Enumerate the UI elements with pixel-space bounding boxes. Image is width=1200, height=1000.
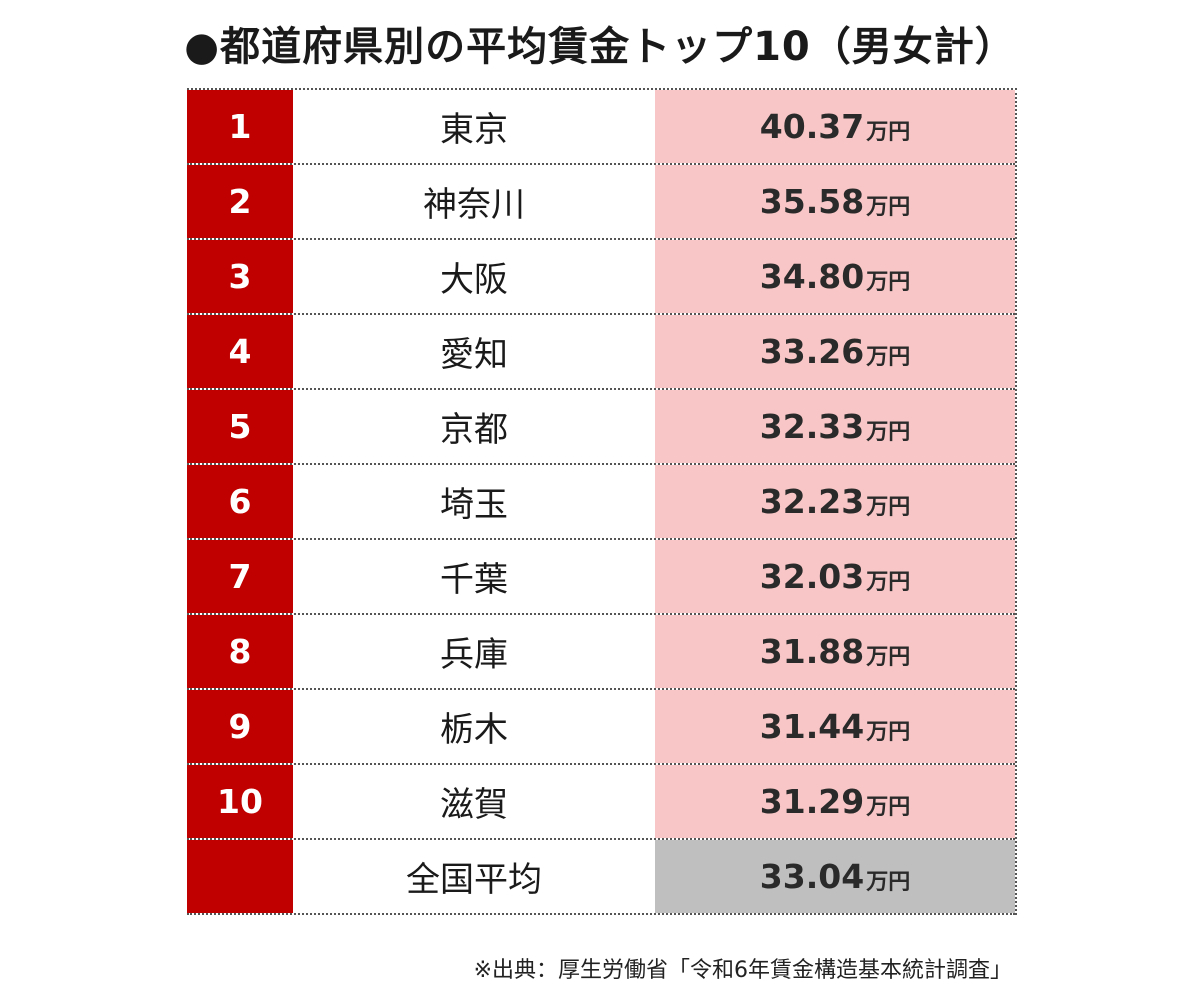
prefecture-name: 滋賀 — [293, 765, 655, 838]
wage-unit: 万円 — [866, 569, 911, 595]
rank-cell: 2 — [187, 165, 293, 238]
table-row: 7 千葉 32.03 万円 — [187, 540, 1015, 615]
average-row: 全国平均 33.04 万円 — [187, 840, 1015, 915]
wage-unit: 万円 — [866, 344, 911, 370]
rank-cell: 1 — [187, 90, 293, 163]
wage-value: 31.88 — [759, 632, 865, 671]
wage-value-cell: 31.44 万円 — [655, 690, 1015, 763]
wage-value-cell: 31.29 万円 — [655, 765, 1015, 838]
wage-value: 35.58 — [759, 182, 865, 221]
wage-unit: 万円 — [866, 419, 911, 445]
table-row: 4 愛知 33.26 万円 — [187, 315, 1015, 390]
prefecture-name: 埼玉 — [293, 465, 655, 538]
table-row: 9 栃木 31.44 万円 — [187, 690, 1015, 765]
wage-unit: 万円 — [866, 869, 911, 895]
rank-cell: 3 — [187, 240, 293, 313]
page-title: ●都道府県別の平均賃金トップ10（男女計） — [184, 24, 1016, 70]
prefecture-name: 兵庫 — [293, 615, 655, 688]
rank-cell: 10 — [187, 765, 293, 838]
prefecture-name: 東京 — [293, 90, 655, 163]
rank-cell: 8 — [187, 615, 293, 688]
wage-value: 31.29 — [759, 782, 865, 821]
table-row: 5 京都 32.33 万円 — [187, 390, 1015, 465]
wage-value: 34.80 — [759, 257, 865, 296]
wage-value-cell: 34.80 万円 — [655, 240, 1015, 313]
wage-value-cell: 31.88 万円 — [655, 615, 1015, 688]
wage-unit: 万円 — [866, 644, 911, 670]
wage-value: 40.37 — [759, 107, 865, 146]
prefecture-name: 栃木 — [293, 690, 655, 763]
prefecture-name: 神奈川 — [293, 165, 655, 238]
rank-cell: 7 — [187, 540, 293, 613]
table-row: 3 大阪 34.80 万円 — [187, 240, 1015, 315]
wage-value-cell: 35.58 万円 — [655, 165, 1015, 238]
wage-value-cell: 33.26 万円 — [655, 315, 1015, 388]
wage-value: 32.03 — [759, 557, 865, 596]
wage-value: 32.23 — [759, 482, 865, 521]
wage-value-cell: 40.37 万円 — [655, 90, 1015, 163]
prefecture-name: 千葉 — [293, 540, 655, 613]
table-row: 8 兵庫 31.88 万円 — [187, 615, 1015, 690]
ranking-table: 1 東京 40.37 万円 2 神奈川 35.58 万円 3 大阪 34.80 万円 4 愛知 33.26 万… — [187, 88, 1017, 915]
rank-cell — [187, 840, 293, 913]
rank-cell: 4 — [187, 315, 293, 388]
average-value-cell: 33.04 万円 — [655, 840, 1015, 913]
wage-value-cell: 32.23 万円 — [655, 465, 1015, 538]
wage-value: 31.44 — [759, 707, 865, 746]
wage-value-cell: 32.03 万円 — [655, 540, 1015, 613]
wage-value: 32.33 — [759, 407, 865, 446]
wage-unit: 万円 — [866, 269, 911, 295]
average-label: 全国平均 — [293, 840, 655, 913]
source-note: ※出典：厚生労働省「令和6年賃金構造基本統計調査」 — [473, 958, 1012, 983]
prefecture-name: 京都 — [293, 390, 655, 463]
prefecture-name: 大阪 — [293, 240, 655, 313]
wage-unit: 万円 — [866, 494, 911, 520]
wage-unit: 万円 — [866, 194, 911, 220]
wage-unit: 万円 — [866, 119, 911, 145]
table-row: 6 埼玉 32.23 万円 — [187, 465, 1015, 540]
wage-unit: 万円 — [866, 794, 911, 820]
wage-value: 33.26 — [759, 332, 865, 371]
rank-cell: 9 — [187, 690, 293, 763]
table-row: 2 神奈川 35.58 万円 — [187, 165, 1015, 240]
rank-cell: 5 — [187, 390, 293, 463]
wage-value: 33.04 — [759, 857, 865, 896]
table-row: 10 滋賀 31.29 万円 — [187, 765, 1015, 840]
wage-value-cell: 32.33 万円 — [655, 390, 1015, 463]
rank-cell: 6 — [187, 465, 293, 538]
table-row: 1 東京 40.37 万円 — [187, 90, 1015, 165]
prefecture-name: 愛知 — [293, 315, 655, 388]
wage-unit: 万円 — [866, 719, 911, 745]
